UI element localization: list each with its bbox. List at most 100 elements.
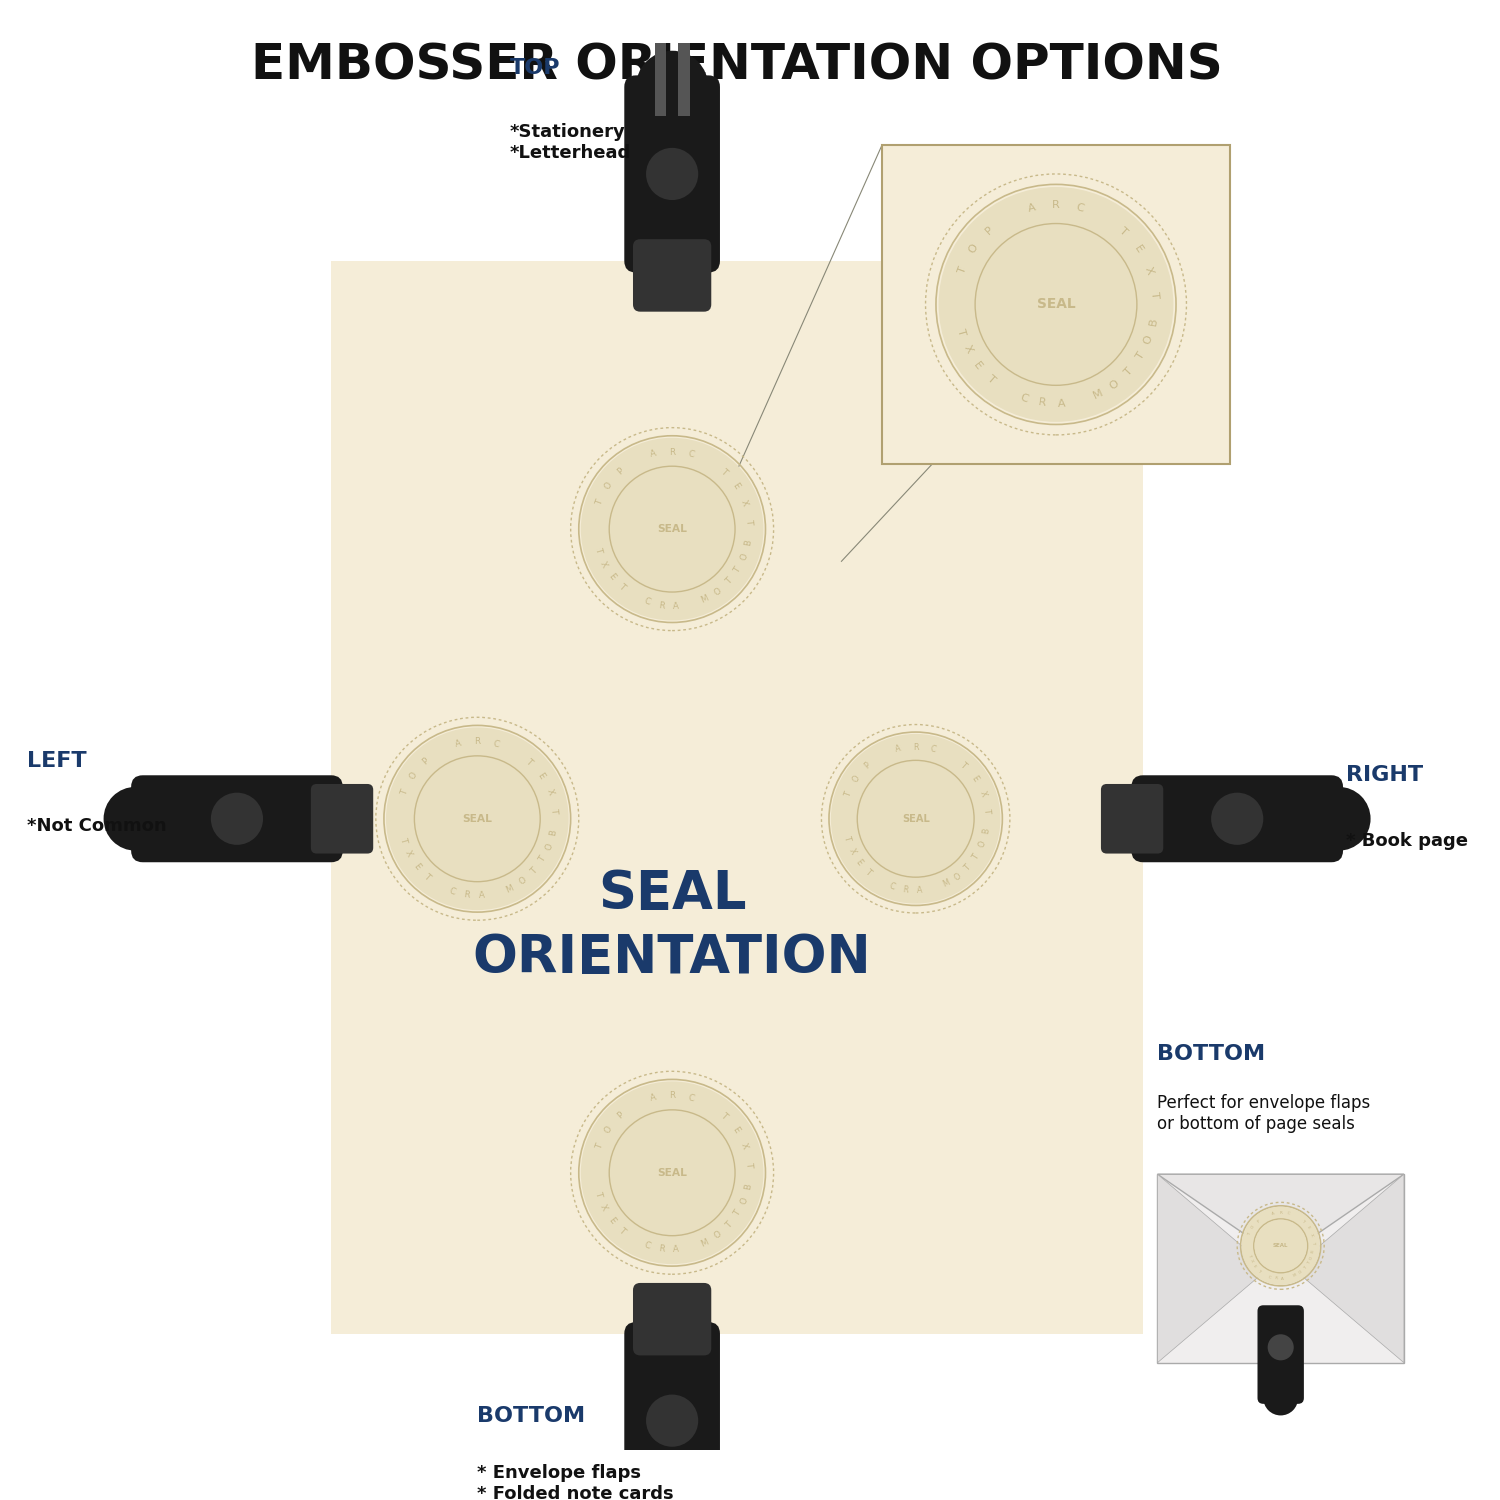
Text: C: C	[687, 1094, 694, 1102]
Text: *Not Common: *Not Common	[27, 818, 166, 836]
Text: O: O	[544, 842, 555, 850]
Text: T: T	[842, 836, 852, 842]
Text: T: T	[1302, 1266, 1306, 1270]
Text: X: X	[740, 1142, 750, 1150]
Text: T: T	[616, 582, 627, 592]
Text: RIGHT: RIGHT	[1346, 765, 1424, 786]
Text: A: A	[674, 602, 680, 610]
Circle shape	[636, 51, 708, 123]
FancyBboxPatch shape	[1257, 1305, 1304, 1404]
Text: B: B	[549, 828, 558, 836]
Text: X: X	[598, 560, 609, 568]
Text: E: E	[730, 482, 741, 490]
Text: C: C	[928, 744, 938, 754]
Text: SEAL: SEAL	[657, 524, 687, 534]
Text: T: T	[864, 868, 873, 877]
FancyBboxPatch shape	[633, 1282, 711, 1356]
Text: T: T	[616, 1226, 627, 1236]
Circle shape	[610, 1112, 734, 1233]
Bar	[654, 1479, 666, 1500]
FancyBboxPatch shape	[633, 238, 711, 312]
Bar	[678, 44, 690, 116]
Text: C: C	[642, 1240, 651, 1251]
Text: T: T	[592, 546, 603, 554]
Polygon shape	[969, 261, 1143, 435]
Text: T: T	[1257, 1269, 1262, 1274]
Text: C: C	[1287, 1212, 1290, 1216]
Text: T: T	[1246, 1252, 1251, 1257]
Text: R: R	[669, 447, 675, 456]
Circle shape	[610, 468, 734, 590]
FancyBboxPatch shape	[1131, 776, 1342, 862]
Text: O: O	[603, 480, 613, 492]
Circle shape	[580, 1082, 764, 1264]
Text: T: T	[972, 852, 981, 861]
Text: C: C	[1019, 392, 1029, 404]
Text: O: O	[1108, 378, 1120, 392]
Text: B: B	[742, 538, 753, 546]
Text: T: T	[718, 466, 729, 477]
Text: T: T	[732, 1209, 742, 1218]
Text: T: T	[592, 1190, 603, 1198]
Text: O: O	[850, 774, 862, 784]
Text: O: O	[712, 586, 723, 597]
Text: C: C	[642, 597, 651, 608]
Text: A: A	[674, 1245, 680, 1254]
Polygon shape	[1158, 1174, 1269, 1362]
FancyBboxPatch shape	[332, 261, 1143, 1334]
Text: P: P	[420, 756, 430, 766]
Text: T: T	[1311, 1240, 1316, 1244]
Text: E: E	[972, 360, 984, 372]
Text: T: T	[1306, 1262, 1311, 1266]
Text: B: B	[1311, 1250, 1316, 1254]
Text: LEFT: LEFT	[27, 752, 87, 771]
Circle shape	[386, 728, 568, 910]
Text: O: O	[1298, 1270, 1302, 1275]
Text: T: T	[422, 871, 432, 882]
Text: T: T	[1149, 290, 1160, 298]
Text: R: R	[1275, 1276, 1278, 1281]
Text: T: T	[594, 1143, 604, 1150]
Text: SEAL: SEAL	[657, 1168, 687, 1178]
Circle shape	[580, 438, 764, 621]
Circle shape	[859, 762, 972, 876]
Text: A: A	[1028, 202, 1036, 214]
Text: T: T	[594, 498, 604, 507]
Text: T: T	[1134, 351, 1146, 363]
Text: EMBOSSER ORIENTATION OPTIONS: EMBOSSER ORIENTATION OPTIONS	[251, 40, 1222, 88]
Text: T: T	[398, 836, 408, 844]
FancyBboxPatch shape	[1101, 784, 1164, 853]
Circle shape	[1210, 792, 1263, 844]
Text: E: E	[606, 1215, 616, 1225]
Text: R: R	[657, 1245, 664, 1254]
Text: T: T	[982, 808, 992, 814]
Text: O: O	[712, 1230, 723, 1240]
Text: T: T	[744, 518, 753, 524]
Text: BOTTOM: BOTTOM	[1158, 1044, 1266, 1064]
Text: M: M	[699, 1238, 709, 1248]
Text: A: A	[650, 448, 657, 459]
Text: T: T	[1248, 1233, 1252, 1236]
FancyBboxPatch shape	[882, 146, 1230, 464]
Text: C: C	[448, 886, 456, 897]
FancyBboxPatch shape	[624, 75, 720, 273]
Text: E: E	[1305, 1226, 1311, 1230]
Text: O: O	[952, 871, 963, 882]
Text: A: A	[894, 744, 902, 754]
Text: C: C	[492, 740, 500, 748]
Text: X: X	[598, 1203, 609, 1212]
Circle shape	[1263, 1380, 1298, 1416]
Text: E: E	[730, 1125, 741, 1134]
Text: M: M	[1092, 387, 1104, 400]
Text: X: X	[1250, 1258, 1254, 1263]
Text: P: P	[615, 466, 626, 477]
Text: O: O	[1310, 1256, 1314, 1260]
Text: T: T	[958, 760, 969, 771]
Text: T: T	[1116, 225, 1128, 237]
Text: X: X	[846, 846, 856, 856]
Bar	[654, 44, 666, 116]
Text: O: O	[1143, 334, 1155, 346]
Text: T: T	[718, 1110, 729, 1120]
Text: O: O	[1251, 1226, 1256, 1230]
Bar	[678, 1479, 690, 1500]
